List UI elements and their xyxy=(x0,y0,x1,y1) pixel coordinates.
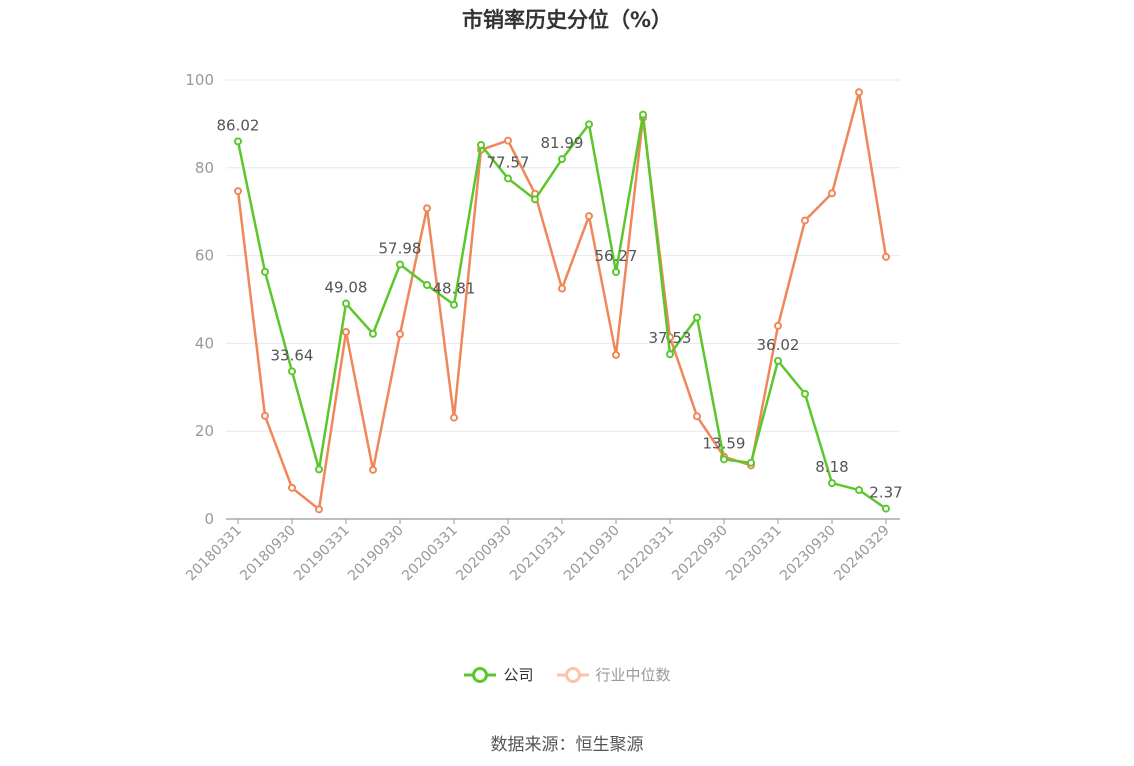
data-labels: 86.02 33.64 49.08 57.98 48.81 77.57 81.99 56.27… xyxy=(217,116,903,501)
y-tick-label: 20 xyxy=(195,422,214,440)
y-tick-label: 0 xyxy=(204,510,214,528)
data-point-industry[interactable] xyxy=(261,411,269,420)
series-line-industry xyxy=(236,91,888,511)
data-label: 57.98 xyxy=(379,239,422,257)
data-point-company[interactable] xyxy=(234,137,242,146)
x-tick-label: 20200930 xyxy=(453,523,515,585)
data-label: 33.64 xyxy=(271,346,314,364)
source-note: 数据来源：恒生聚源 xyxy=(490,735,644,755)
legend-item-industry[interactable]: 行业中位数 xyxy=(556,664,671,685)
data-point-company[interactable] xyxy=(882,504,890,513)
series xyxy=(234,88,890,514)
y-tick-label: 60 xyxy=(195,247,214,265)
data-point-industry[interactable] xyxy=(504,136,512,145)
x-tick-label: 20200331 xyxy=(399,523,461,585)
data-label: 49.08 xyxy=(325,279,368,297)
data-point-industry[interactable] xyxy=(369,465,377,474)
x-tick-label: 20230930 xyxy=(777,523,839,585)
x-tick-label: 20180331 xyxy=(183,523,245,585)
data-point-company[interactable] xyxy=(315,465,323,474)
data-point-company[interactable] xyxy=(720,455,728,464)
data-point-company[interactable] xyxy=(504,174,512,183)
data-point-industry[interactable] xyxy=(693,412,701,421)
data-point-company[interactable] xyxy=(585,120,593,129)
data-point-company[interactable] xyxy=(558,155,566,164)
data-point-company[interactable] xyxy=(369,329,377,338)
x-tick-label: 20190930 xyxy=(345,523,407,585)
data-point-company[interactable] xyxy=(828,479,836,488)
x-tick-label: 20230331 xyxy=(723,523,785,585)
data-label: 86.02 xyxy=(217,116,260,134)
x-tick-label: 20210930 xyxy=(561,523,623,585)
data-label: 48.81 xyxy=(433,280,476,298)
series-line-company xyxy=(236,113,887,510)
data-point-industry[interactable] xyxy=(234,187,242,196)
data-point-industry[interactable] xyxy=(450,413,458,422)
data-point-company[interactable] xyxy=(342,299,350,308)
data-point-company[interactable] xyxy=(774,356,782,365)
chart-title: 市销率历史分位（%） xyxy=(461,8,673,32)
data-point-industry[interactable] xyxy=(855,88,863,97)
y-tick-label: 100 xyxy=(185,71,214,89)
x-tick-label: 20240329 xyxy=(831,523,893,585)
data-point-company[interactable] xyxy=(693,313,701,322)
data-label: 13.59 xyxy=(703,434,746,452)
data-label: 56.27 xyxy=(595,247,638,265)
x-tick-label: 20190331 xyxy=(291,523,353,585)
data-point-company[interactable] xyxy=(801,389,809,398)
data-point-company[interactable] xyxy=(288,367,296,376)
data-point-industry[interactable] xyxy=(801,216,809,225)
data-point-company[interactable] xyxy=(855,486,863,495)
legend-item-company[interactable]: 公司 xyxy=(463,664,534,685)
data-point-company[interactable] xyxy=(477,140,485,149)
data-point-industry[interactable] xyxy=(288,483,296,492)
data-label: 36.02 xyxy=(757,336,800,354)
data-point-company[interactable] xyxy=(612,267,620,276)
x-tick-label: 20220331 xyxy=(615,523,677,585)
legend-label-company: 公司 xyxy=(503,666,534,684)
data-label: 8.18 xyxy=(815,458,848,476)
data-point-industry[interactable] xyxy=(396,330,404,339)
data-point-company[interactable] xyxy=(423,281,431,290)
data-point-industry[interactable] xyxy=(558,284,566,293)
data-point-industry[interactable] xyxy=(774,321,782,330)
data-point-industry[interactable] xyxy=(315,505,323,514)
x-tick-label: 20180930 xyxy=(237,523,299,585)
legend: 公司 行业中位数 xyxy=(0,664,1134,685)
data-label: 77.57 xyxy=(487,153,530,171)
data-point-industry[interactable] xyxy=(828,189,836,198)
data-point-company[interactable] xyxy=(396,260,404,269)
y-tick-label: 80 xyxy=(195,159,214,177)
data-point-company[interactable] xyxy=(261,267,269,276)
data-label: 81.99 xyxy=(541,134,584,152)
data-point-company[interactable] xyxy=(639,110,647,119)
data-point-company[interactable] xyxy=(531,195,539,204)
data-point-industry[interactable] xyxy=(882,252,890,261)
legend-line-circle-icon xyxy=(464,666,497,683)
data-point-industry[interactable] xyxy=(612,350,620,359)
legend-label-industry: 行业中位数 xyxy=(595,666,671,684)
x-tick-label: 20220930 xyxy=(669,523,731,585)
data-label: 37.53 xyxy=(649,329,692,347)
legend-line-circle-icon xyxy=(556,666,589,683)
grid-lines xyxy=(226,79,900,432)
data-point-company[interactable] xyxy=(450,300,458,309)
y-tick-label: 40 xyxy=(195,334,214,352)
data-point-industry[interactable] xyxy=(342,327,350,336)
data-point-industry[interactable] xyxy=(585,212,593,221)
line-chart: 0 20 40 60 80 100 2018033120180930201903312019… xyxy=(183,71,903,585)
data-label: 2.37 xyxy=(869,484,902,502)
data-point-company[interactable] xyxy=(666,350,674,359)
data-point-company[interactable] xyxy=(747,458,755,467)
data-point-industry[interactable] xyxy=(423,204,431,213)
x-tick-label: 20210331 xyxy=(507,523,569,585)
